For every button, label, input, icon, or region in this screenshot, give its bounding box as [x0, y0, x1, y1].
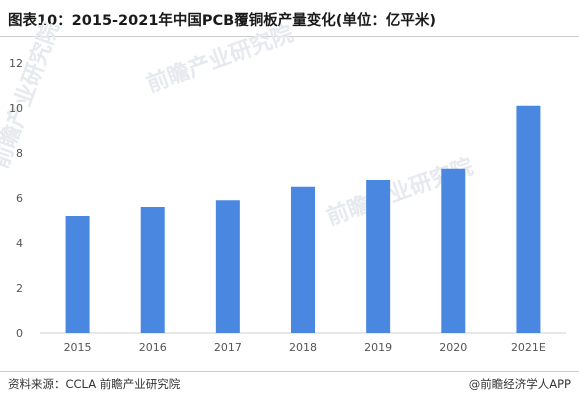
y-tick-label: 6 [16, 192, 23, 205]
bars [65, 105, 541, 333]
watermark-text: 前瞻产业研究院 [0, 18, 64, 172]
x-tick-label: 2018 [289, 341, 317, 354]
y-tick-label: 8 [16, 147, 23, 160]
footer-divider [0, 371, 579, 372]
title-divider [0, 36, 579, 37]
x-tick-label: 2021E [511, 341, 546, 354]
bar-2020 [441, 168, 466, 333]
bar-2019 [366, 180, 391, 333]
x-tick-label: 2020 [439, 341, 467, 354]
x-tick-label: 2017 [214, 341, 242, 354]
bar-2021E [516, 105, 541, 333]
x-tick-label: 2016 [139, 341, 167, 354]
y-axis-ticks: 0 2 4 6 8 10 12 [9, 57, 23, 340]
y-tick-label: 12 [9, 57, 23, 70]
y-tick-label: 10 [9, 102, 23, 115]
source-note: 资料来源：CCLA 前瞻产业研究院 [8, 377, 181, 391]
y-tick-label: 0 [16, 327, 23, 340]
watermark-text: 前瞻产业研究院 [143, 21, 297, 98]
bar-2016 [140, 207, 165, 333]
y-tick-label: 2 [16, 282, 23, 295]
credit-note: @前瞻经济学人APP [468, 377, 571, 391]
bar-2018 [291, 186, 315, 333]
chart-title: 图表10：2015-2021年中国PCB覆铜板产量变化(单位：亿平米) [8, 13, 436, 29]
bar-2015 [65, 216, 90, 333]
x-tick-label: 2019 [364, 341, 392, 354]
bar-2017 [215, 200, 240, 333]
x-axis-ticks: 2015 2016 2017 2018 2019 2020 2021E [64, 341, 546, 354]
y-tick-label: 4 [16, 237, 23, 250]
x-tick-label: 2015 [64, 341, 92, 354]
